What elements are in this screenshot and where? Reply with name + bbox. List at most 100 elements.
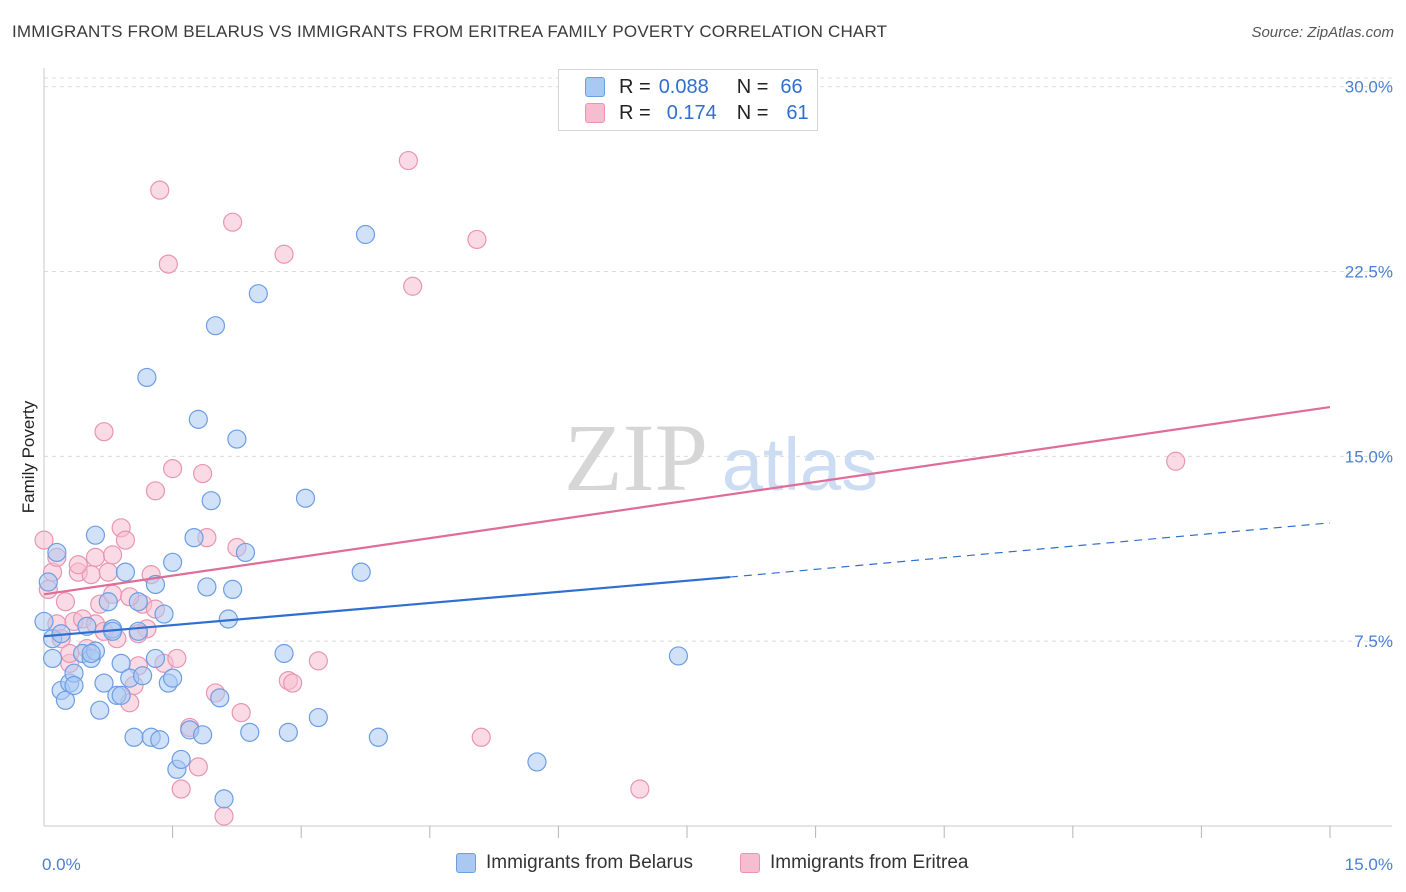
bottom-legend-belarus: Immigrants from Belarus	[456, 852, 693, 874]
chart-title: IMMIGRANTS FROM BELARUS VS IMMIGRANTS FR…	[12, 22, 888, 41]
belarus-point	[128, 621, 148, 641]
belarus-point	[132, 666, 153, 686]
belarus-point	[145, 648, 166, 669]
y-tick-label: 7.5%	[1354, 632, 1393, 651]
belarus-point	[235, 542, 256, 563]
belarus-point	[81, 643, 101, 664]
eritrea-point	[403, 276, 423, 296]
belarus-point	[295, 488, 316, 508]
y-tick-label: 15.0%	[1345, 447, 1393, 466]
eritrea-point	[85, 547, 106, 567]
eritrea-point	[34, 530, 54, 550]
belarus-point	[128, 592, 148, 612]
belarus-point	[94, 673, 114, 693]
axes	[43, 68, 1392, 838]
belarus-point	[368, 727, 388, 747]
y-tick-label: 30.0%	[1345, 78, 1393, 97]
eritrea-point	[214, 806, 234, 826]
belarus-point	[355, 224, 376, 245]
legend-row-eritrea: R = 0.174 N = 61	[585, 100, 809, 126]
belarus-point	[205, 316, 226, 336]
belarus-point	[274, 643, 294, 664]
eritrea-point	[150, 180, 170, 200]
belarus-point	[85, 525, 106, 545]
eritrea-point	[1166, 451, 1186, 471]
eritrea-point	[188, 757, 208, 777]
x-tick-label: 15.0%	[1345, 855, 1393, 874]
eritrea-point	[145, 481, 166, 501]
eritrea-point	[630, 779, 650, 799]
belarus-point	[351, 562, 371, 582]
belarus-point	[184, 528, 204, 548]
belarus-point	[227, 429, 247, 449]
bottom-legend-eritrea-label: Immigrants from Eritrea	[770, 852, 969, 873]
belarus-point	[278, 722, 298, 742]
belarus-point	[47, 542, 67, 563]
eritrea-point	[68, 555, 88, 575]
belarus-point	[197, 577, 217, 597]
belarus-point	[223, 579, 243, 600]
belarus-point	[90, 700, 110, 720]
eritrea-point	[102, 545, 123, 565]
belarus-point	[111, 653, 131, 673]
x-tick-label: 0.0%	[42, 855, 81, 874]
belarus-point	[163, 552, 183, 572]
eritrea-point	[167, 648, 187, 669]
belarus-swatch	[585, 77, 605, 97]
eritrea-point	[94, 422, 114, 442]
bottom-legend-belarus-label: Immigrants from Belarus	[486, 852, 693, 873]
belarus-point	[98, 592, 118, 612]
belarus-point	[115, 562, 136, 582]
belarus-point	[308, 707, 328, 728]
belarus-swatch	[456, 853, 476, 873]
belarus-point	[240, 722, 260, 742]
correlation-legend: R = 0.088 N = 66 R = 0.174 N = 61	[558, 69, 818, 131]
legend-r-value: 0.174	[666, 101, 717, 124]
belarus-point	[171, 749, 191, 770]
belarus-point	[163, 668, 183, 688]
y-axis-label: Family Poverty	[19, 400, 38, 513]
eritrea-point	[193, 463, 213, 484]
belarus-point	[668, 646, 689, 666]
belarus-point	[145, 574, 166, 595]
belarus-point	[111, 685, 131, 705]
legend-r-label: R =	[619, 101, 651, 124]
belarus-point	[64, 675, 84, 696]
belarus-point	[137, 367, 157, 388]
source-label: Source: ZipAtlas.com	[1251, 24, 1394, 41]
legend-n-value: 66	[780, 75, 803, 98]
eritrea-point	[471, 727, 491, 747]
eritrea-point	[158, 254, 178, 274]
watermark: ZIP atlas	[564, 404, 878, 511]
belarus-point	[201, 491, 221, 511]
belarus-point	[34, 611, 54, 632]
belarus-point	[154, 604, 174, 624]
belarus-point	[248, 284, 268, 304]
belarus-points	[34, 224, 689, 809]
belarus-point	[150, 730, 170, 750]
bottom-legend-eritrea: Immigrants from Eritrea	[740, 852, 968, 874]
belarus-point	[188, 409, 208, 429]
belarus-point	[124, 727, 144, 747]
belarus-point	[210, 688, 230, 708]
eritrea-point	[231, 703, 251, 723]
y-tick-label: 22.5%	[1345, 262, 1393, 281]
eritrea-point	[55, 592, 76, 612]
eritrea-point	[283, 673, 303, 693]
eritrea-point	[98, 562, 118, 582]
trend-lines	[43, 405, 1331, 638]
legend-n-label: N =	[736, 75, 769, 98]
eritrea-swatch	[740, 853, 760, 873]
watermark-zip: ZIP	[564, 404, 708, 511]
tick-labels: 7.5% 15.0% 22.5% 30.0% 0.0% 15.0%	[42, 78, 1393, 874]
eritrea-point	[223, 212, 243, 232]
eritrea-point	[163, 459, 183, 479]
eritrea-point	[308, 651, 328, 671]
legend-row-belarus: R = 0.088 N = 66	[585, 74, 803, 100]
legend-r-label: R =	[619, 75, 651, 98]
belarus-point	[38, 572, 58, 592]
eritrea-point	[398, 150, 418, 171]
legend-n-label: N =	[736, 101, 769, 124]
eritrea-swatch	[585, 103, 605, 123]
